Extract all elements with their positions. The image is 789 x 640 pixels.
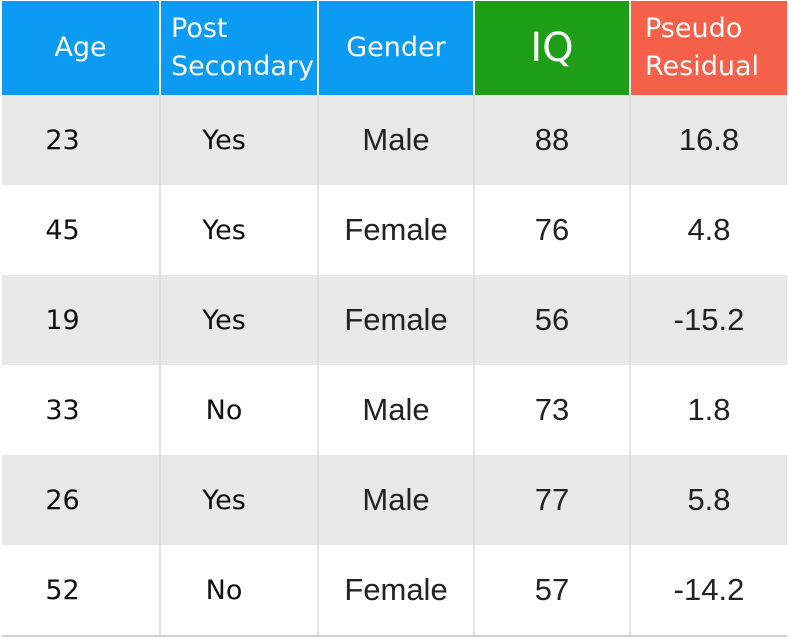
- header-age-label: Age: [54, 32, 107, 63]
- age-value: 19: [45, 304, 80, 336]
- cell-gender: Male: [319, 365, 475, 455]
- cell-iq: 56: [475, 275, 631, 365]
- cell-age: 23: [2, 95, 161, 185]
- pseudo-residual-value: 4.8: [687, 212, 731, 247]
- table-row: 52 No Female 57 -14.2: [2, 545, 787, 635]
- cell-post-secondary: No: [161, 365, 319, 455]
- cell-gender: Male: [319, 95, 475, 185]
- age-value: 45: [45, 214, 80, 246]
- header-post-secondary-label: Post Secondary: [171, 13, 314, 82]
- cell-post-secondary: Yes: [161, 185, 319, 275]
- age-value: 52: [45, 574, 80, 606]
- cell-age: 26: [2, 455, 161, 545]
- iq-value: 76: [534, 212, 570, 247]
- cell-pseudo-residual: 1.8: [631, 365, 787, 455]
- table-row: 23 Yes Male 88 16.8: [2, 95, 787, 185]
- header-post-secondary: Post Secondary: [161, 1, 319, 95]
- gender-value: Male: [362, 122, 430, 157]
- cell-age: 52: [2, 545, 161, 635]
- gender-value: Female: [344, 302, 448, 337]
- table-row: 45 Yes Female 76 4.8: [2, 185, 787, 275]
- table-bottom-border: [2, 635, 787, 637]
- cell-pseudo-residual: 16.8: [631, 95, 787, 185]
- header-gender: Gender: [319, 1, 475, 95]
- cell-post-secondary: Yes: [161, 275, 319, 365]
- cell-gender: Female: [319, 545, 475, 635]
- iq-value: 56: [534, 302, 570, 337]
- age-value: 26: [45, 484, 80, 516]
- cell-pseudo-residual: -15.2: [631, 275, 787, 365]
- cell-age: 19: [2, 275, 161, 365]
- gender-value: Female: [344, 572, 448, 607]
- age-value: 23: [45, 124, 80, 156]
- header-pseudo-residual: Pseudo Residual: [631, 1, 787, 95]
- header-pseudo-residual-label: Pseudo Residual: [645, 13, 760, 82]
- post-secondary-value: Yes: [202, 304, 246, 336]
- cell-gender: Female: [319, 275, 475, 365]
- cell-iq: 57: [475, 545, 631, 635]
- post-secondary-value: No: [205, 574, 243, 606]
- post-secondary-value: Yes: [202, 124, 246, 156]
- table-row: 26 Yes Male 77 5.8: [2, 455, 787, 545]
- cell-iq: 88: [475, 95, 631, 185]
- pseudo-residual-value: -14.2: [673, 572, 745, 607]
- iq-value: 88: [534, 122, 570, 157]
- pseudo-residual-value: -15.2: [673, 302, 745, 337]
- cell-age: 45: [2, 185, 161, 275]
- post-secondary-value: Yes: [202, 484, 246, 516]
- table-header-row: Age Post Secondary Gender IQ Pseudo Resi…: [2, 1, 787, 95]
- iq-value: 77: [534, 482, 570, 517]
- gender-value: Female: [344, 212, 448, 247]
- pseudo-residual-value: 5.8: [687, 482, 731, 517]
- pseudo-residual-value: 16.8: [678, 122, 740, 157]
- cell-post-secondary: Yes: [161, 455, 319, 545]
- table-row: 19 Yes Female 56 -15.2: [2, 275, 787, 365]
- header-age: Age: [2, 1, 161, 95]
- cell-pseudo-residual: -14.2: [631, 545, 787, 635]
- cell-pseudo-residual: 4.8: [631, 185, 787, 275]
- cell-iq: 76: [475, 185, 631, 275]
- cell-age: 33: [2, 365, 161, 455]
- gender-value: Male: [362, 392, 430, 427]
- post-secondary-value: No: [205, 394, 243, 426]
- cell-post-secondary: No: [161, 545, 319, 635]
- table-body: 23 Yes Male 88 16.8 45 Yes Female 76 4.8…: [2, 95, 787, 635]
- cell-iq: 77: [475, 455, 631, 545]
- header-iq: IQ: [475, 1, 631, 95]
- iq-value: 73: [534, 392, 570, 427]
- post-secondary-value: Yes: [202, 214, 246, 246]
- header-gender-label: Gender: [346, 32, 446, 63]
- iq-value: 57: [534, 572, 570, 607]
- table-row: 33 No Male 73 1.8: [2, 365, 787, 455]
- cell-gender: Female: [319, 185, 475, 275]
- pseudo-residual-value: 1.8: [687, 392, 731, 427]
- header-iq-label: IQ: [530, 25, 574, 71]
- cell-gender: Male: [319, 455, 475, 545]
- cell-iq: 73: [475, 365, 631, 455]
- cell-post-secondary: Yes: [161, 95, 319, 185]
- cell-pseudo-residual: 5.8: [631, 455, 787, 545]
- gender-value: Male: [362, 482, 430, 517]
- age-value: 33: [45, 394, 80, 426]
